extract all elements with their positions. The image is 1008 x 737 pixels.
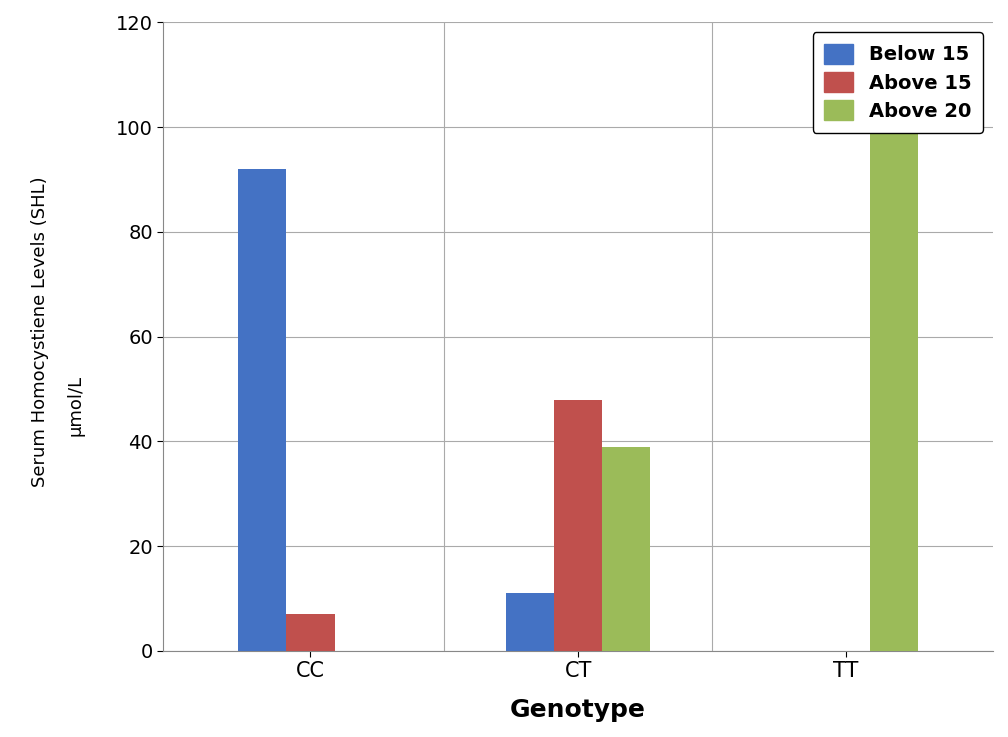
Bar — [506, 593, 554, 651]
Bar — [286, 614, 335, 651]
Text: Serum Homocystiene Levels (SHL): Serum Homocystiene Levels (SHL) — [31, 176, 49, 487]
Bar — [602, 447, 650, 651]
Bar — [554, 399, 602, 651]
Bar — [238, 169, 286, 651]
Legend: Below 15, Above 15, Above 20: Below 15, Above 15, Above 20 — [812, 32, 983, 133]
Bar — [870, 128, 918, 651]
X-axis label: Genotype: Genotype — [510, 698, 646, 722]
Text: μmol/L: μmol/L — [67, 375, 85, 436]
